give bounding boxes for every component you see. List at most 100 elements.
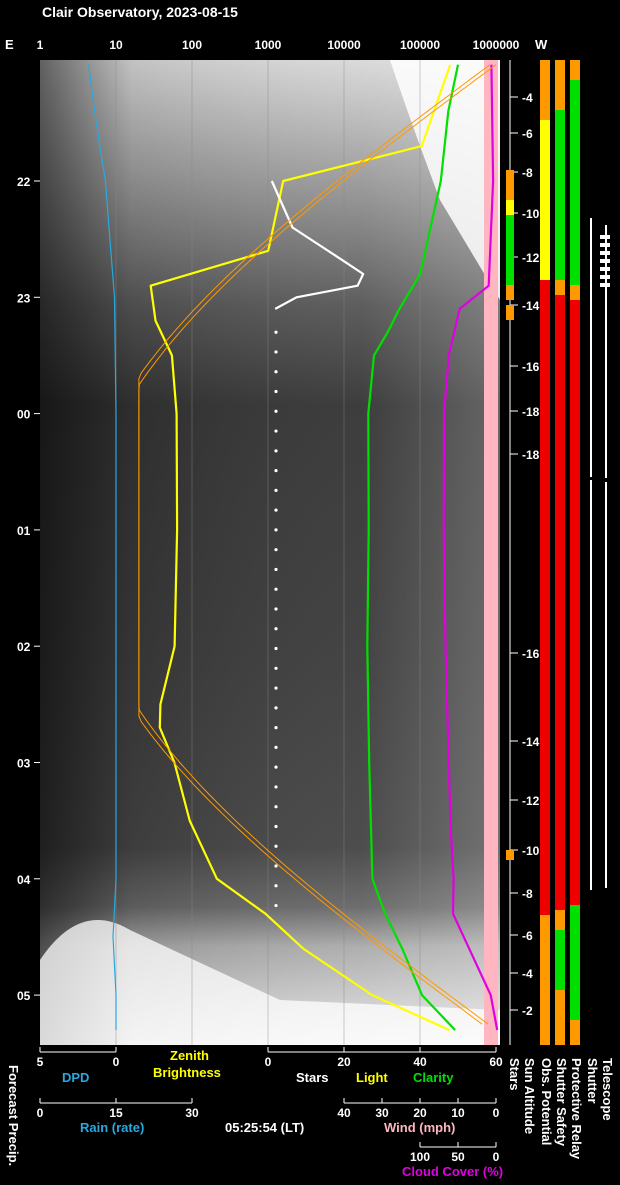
status-segment <box>555 295 565 910</box>
cloud-label: Cloud Cover (%) <box>402 1164 503 1179</box>
sun-axis-label: -4 <box>522 91 533 105</box>
rain-label: Rain (rate) <box>80 1120 144 1135</box>
sun-axis-label: -12 <box>522 251 540 265</box>
wind-axis-label: 40 <box>337 1106 351 1120</box>
stars-status-segment <box>506 305 514 320</box>
star-marker <box>274 330 278 334</box>
star-marker <box>274 884 278 888</box>
star-marker <box>274 508 278 512</box>
sun-axis-label: -10 <box>522 207 540 221</box>
zenith-label: Zenith <box>170 1048 209 1063</box>
obs-potential-label: Obs. Potential <box>539 1058 554 1145</box>
wind-axis-label: 0 <box>493 1106 500 1120</box>
rain-axis-label: 0 <box>37 1106 44 1120</box>
time-label: 04 <box>17 873 31 887</box>
star-marker <box>274 567 278 572</box>
shutter-safety-label: Shutter Safety <box>554 1058 569 1147</box>
sun-axis-label: -16 <box>522 647 540 661</box>
stars-status-segment <box>506 170 514 200</box>
star-marker <box>274 903 278 908</box>
sun-axis-label: -10 <box>522 844 540 858</box>
sun-axis-label: -2 <box>522 1004 533 1018</box>
status-segment <box>570 300 580 905</box>
status-segment <box>570 1020 580 1045</box>
status-segment <box>570 285 580 300</box>
sun-axis-label: -4 <box>522 967 533 981</box>
star-marker <box>274 449 278 453</box>
telescope-tick <box>600 243 610 247</box>
rain-axis-label: 15 <box>109 1106 123 1120</box>
data-series <box>88 64 499 1032</box>
status-segment <box>555 990 565 1045</box>
cloud-axis-label: 100 <box>410 1150 430 1164</box>
scl-axis-label: 40 <box>413 1055 427 1069</box>
status-segment <box>555 60 565 110</box>
time-label: 05 <box>17 989 31 1003</box>
star-marker <box>274 389 278 394</box>
cloud-axis-label: 0 <box>493 1150 500 1164</box>
sun-axis-label: -14 <box>522 299 540 313</box>
wind-label: Wind (mph) <box>384 1120 455 1135</box>
stars-status-segment <box>506 285 514 300</box>
star-marker <box>274 864 278 868</box>
star-marker <box>274 370 278 374</box>
top-scale-tick: 10 <box>109 38 123 52</box>
top-scale-tick: 100000 <box>400 38 440 52</box>
series-cloud-cover <box>442 64 499 1031</box>
pink-strip <box>484 60 498 1045</box>
sun-axis-label: -12 <box>522 794 540 808</box>
star-marker <box>274 824 278 829</box>
star-marker <box>274 646 278 651</box>
top-scale-tick: 1 <box>37 38 44 52</box>
sun-axis-label: -18 <box>522 405 540 419</box>
stars-status-segment <box>506 200 514 215</box>
top-log-scale: 1 10 100 1000 10000 100000 1000000 <box>37 38 520 52</box>
star-marker <box>274 686 278 690</box>
sun-axis-label: -6 <box>522 929 533 943</box>
sun-axis-label: -16 <box>522 360 540 374</box>
sun-axis-label: -18 <box>522 448 540 462</box>
twilight-glow-top <box>390 60 500 300</box>
status-segment <box>570 60 580 80</box>
star-marker <box>274 805 278 809</box>
star-marker <box>274 409 278 413</box>
status-segment <box>540 120 550 280</box>
telescope-tick <box>600 251 610 255</box>
sun-axis-label: -8 <box>522 887 533 901</box>
top-scale-tick: 1000000 <box>473 38 520 52</box>
star-marker <box>274 785 278 789</box>
status-segment <box>555 910 565 930</box>
status-segment <box>540 915 550 1045</box>
time-label: 22 <box>17 175 31 189</box>
clarity-label: Clarity <box>413 1070 454 1085</box>
status-segment <box>555 110 565 280</box>
star-marker <box>274 706 278 710</box>
east-label: E <box>5 37 14 52</box>
sun-light-curve-2 <box>138 64 491 1025</box>
scl-axis-label: 60 <box>489 1055 503 1069</box>
forecast-precip-label: Forecast Precip. <box>6 1065 21 1166</box>
time-label: 00 <box>17 408 31 422</box>
time-readout: 05:25:54 (LT) <box>225 1120 304 1135</box>
time-label: 02 <box>17 640 31 654</box>
sun-altitude-axis: -4 -6 -8 -10 -12 -14 -16 -18 -18 -16 -14 -12 -10 -8 -6… <box>509 60 540 1045</box>
status-segment <box>570 905 580 1020</box>
star-marker <box>274 745 278 749</box>
twilight-glow-bottom <box>40 920 500 1045</box>
series-clarity <box>366 64 460 1031</box>
star-marker <box>274 528 278 532</box>
status-segment <box>540 280 550 915</box>
stars-status-segment <box>506 850 514 860</box>
star-marker <box>274 726 278 730</box>
cloud-axis-label: 50 <box>451 1150 465 1164</box>
star-marker <box>274 844 278 848</box>
star-marker <box>274 488 278 492</box>
telescope-tick <box>600 283 610 287</box>
status-bars <box>506 60 610 1045</box>
shutter-label: Shutter <box>585 1058 600 1104</box>
wind-axis-label: 10 <box>451 1106 465 1120</box>
star-marker <box>274 765 278 769</box>
dpd-axis-label: 0 <box>113 1055 120 1069</box>
stars-status-label: Stars <box>507 1058 522 1091</box>
